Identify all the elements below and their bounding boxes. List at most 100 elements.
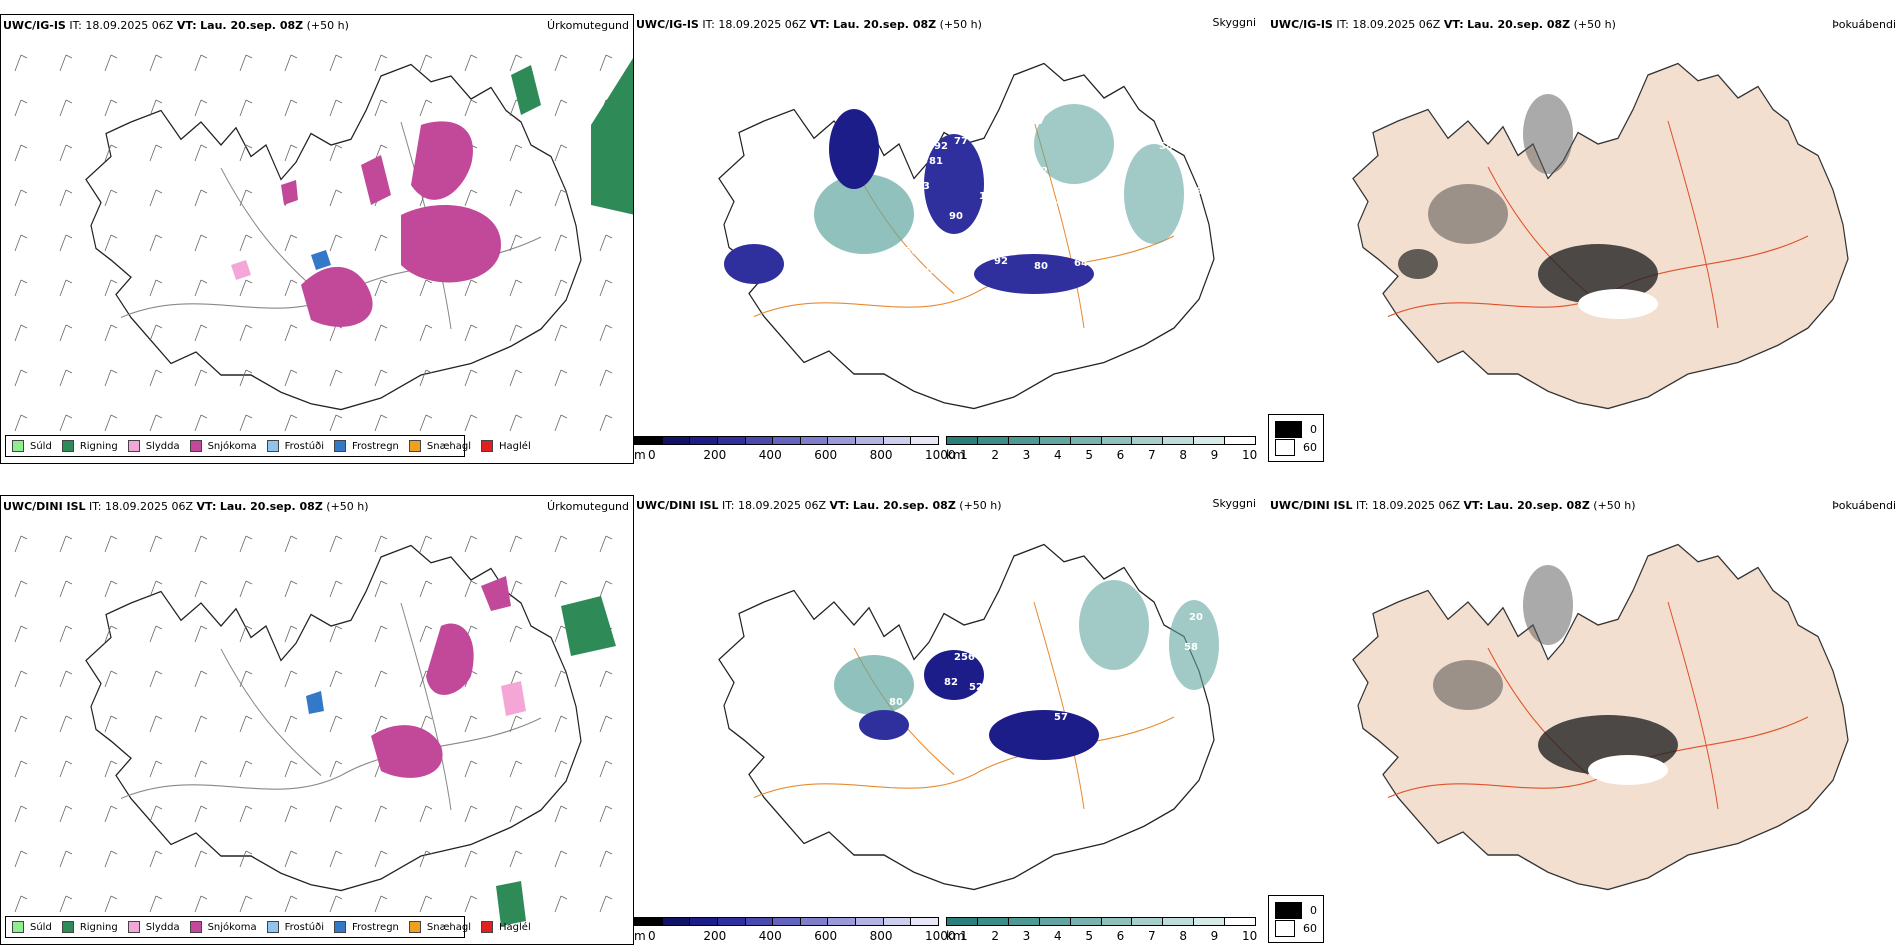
wind-barb	[374, 535, 388, 553]
cloud-base-value: 20	[919, 266, 933, 277]
wind-barb	[14, 54, 28, 72]
wind-barb	[509, 414, 523, 432]
wind-barb	[509, 324, 523, 342]
legend-item: Haglél	[481, 440, 531, 452]
colorbar-tick: 9	[1210, 929, 1219, 943]
wind-barb	[14, 625, 28, 643]
visibility-colorbar: km 1 2 3 4 5 6 7 8 9 10	[946, 917, 1257, 945]
wind-barb	[554, 535, 568, 553]
visibility-colorbar: km 1 2 3 4 5 6 7 8 9 10	[946, 436, 1257, 464]
wind-barb	[419, 625, 433, 643]
colorbar-segment	[1039, 918, 1071, 925]
colorbar-strip	[634, 436, 939, 445]
wind-barb	[194, 580, 208, 598]
wind-barb	[419, 279, 433, 297]
colorbar-segment	[883, 918, 912, 925]
legend-label: Súld	[30, 440, 52, 452]
wind-barb	[194, 805, 208, 823]
colorbar-tick: 4	[1054, 448, 1062, 462]
cloud-base-value: 96	[1139, 249, 1153, 260]
wind-barb	[149, 715, 163, 733]
wind-barb	[374, 369, 388, 387]
legend-label: Snjókoma	[207, 440, 257, 452]
cloud-base-value: 82	[944, 677, 958, 688]
wind-barb	[104, 805, 118, 823]
wind-barb	[374, 414, 388, 432]
colorbar-strip	[634, 917, 939, 926]
cloud-base-value: 2	[959, 602, 966, 613]
colorbar-tick: 1	[960, 929, 968, 943]
wind-barb	[194, 369, 208, 387]
cloud-base-value: 86	[1059, 667, 1073, 678]
legend-swatch	[61, 921, 74, 933]
colorbar-tick: 200	[703, 929, 727, 943]
legend-swatch	[127, 921, 140, 933]
wind-barb	[284, 850, 298, 868]
legend-label: Haglél	[499, 440, 531, 452]
wind-barb	[59, 850, 73, 868]
wind-barb	[59, 580, 73, 598]
colorbar-segment	[773, 918, 801, 925]
wind-barb	[464, 760, 478, 778]
panel-title: Úrkomutegund	[547, 19, 629, 32]
wind-barb	[194, 54, 208, 72]
cloud-base-labels: 617 58 110 99 92 77 81 173 82 96 125 482 18 77 90 104 66…	[884, 116, 1215, 277]
colorbar-segment	[745, 918, 774, 925]
colorbar-tick: 800	[869, 929, 893, 943]
wind-barb	[149, 324, 163, 342]
fog-legend-swatch	[1275, 901, 1302, 919]
fog-legend-item: 0	[1275, 420, 1317, 438]
wind-barb	[329, 850, 343, 868]
colorbar-segment	[635, 918, 663, 925]
wind-barb	[374, 54, 388, 72]
cloud-base-value: 110	[1194, 166, 1215, 177]
wind-barb	[554, 144, 568, 162]
colorbar-tick: 600	[814, 929, 838, 943]
wind-barb	[374, 895, 388, 913]
cloud-map-top: 617 58 110 99 92 77 81 173 82 96 125 482 18 77 90 104 66…	[718, 62, 1215, 410]
wind-barb	[419, 895, 433, 913]
legend-item: Frostúði	[266, 440, 324, 452]
legend-item: Súld	[12, 440, 52, 452]
wind-barb	[149, 535, 163, 553]
cloud-base-value: 66	[904, 246, 918, 257]
coastline	[1352, 62, 1849, 410]
wind-barb	[599, 279, 613, 297]
coastline	[718, 543, 1215, 891]
wind-barb	[419, 54, 433, 72]
cloud-base-value: 101	[1114, 241, 1135, 252]
wind-barb	[374, 99, 388, 117]
wind-barb	[59, 414, 73, 432]
cloud-base-value: 98	[1124, 261, 1138, 272]
wind-barb	[104, 144, 118, 162]
cloud-base-value: 20	[1189, 612, 1203, 623]
fog-legend-swatch	[1275, 919, 1295, 937]
wind-barb	[194, 535, 208, 553]
wind-barb	[194, 760, 208, 778]
legend-swatch	[408, 921, 421, 933]
wind-barb	[554, 670, 568, 688]
coastline	[85, 63, 582, 411]
cloud-base-value: 92	[934, 141, 948, 152]
wind-barb	[194, 189, 208, 207]
wind-barb	[464, 535, 478, 553]
wind-barb	[284, 99, 298, 117]
colorbar-tick: 1	[960, 448, 968, 462]
wind-barb	[14, 535, 28, 553]
wind-barb	[554, 279, 568, 297]
wind-barb	[104, 715, 118, 733]
wind-barb	[464, 54, 478, 72]
wind-barb	[464, 715, 478, 733]
ceiling-colorbar: m 0 200 400 600 800 1000	[634, 917, 956, 945]
fog-legend-label: 0	[1310, 422, 1317, 436]
colorbar-segment	[690, 437, 718, 444]
wind-barb	[509, 189, 523, 207]
wind-barb	[509, 234, 523, 252]
wind-barb	[14, 144, 28, 162]
wind-barb	[14, 99, 28, 117]
wind-barb	[374, 805, 388, 823]
wind-barb	[59, 324, 73, 342]
wind-barb	[239, 850, 253, 868]
wind-barb	[149, 369, 163, 387]
legend-swatch	[12, 921, 24, 933]
